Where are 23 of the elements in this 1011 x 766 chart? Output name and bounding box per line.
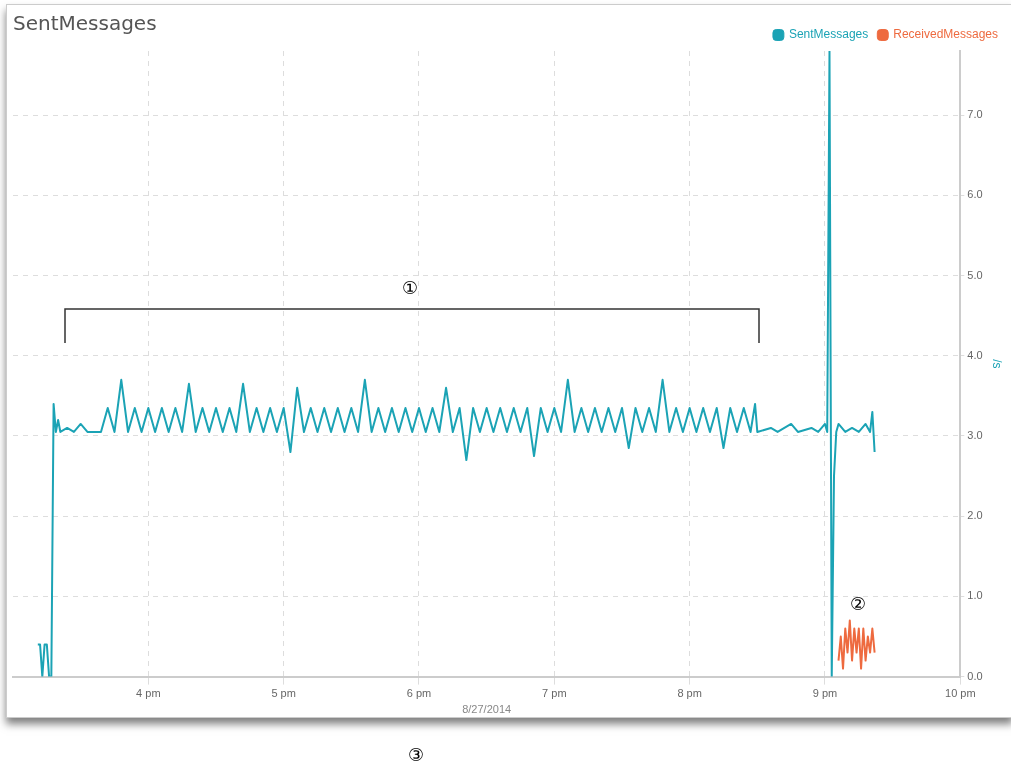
y-tick-label: 1.0 bbox=[967, 589, 983, 602]
x-axis-title: 8/27/2014 bbox=[462, 703, 512, 716]
x-tick-label: 4 pm bbox=[136, 687, 161, 700]
x-tick-label: 7 pm bbox=[542, 687, 567, 700]
x-tick-label: 10 pm bbox=[945, 687, 976, 700]
x-tick-label: 9 pm bbox=[812, 687, 838, 700]
x-tick-label: 8 pm bbox=[677, 687, 702, 700]
y-tick-label: 3.0 bbox=[967, 429, 983, 442]
legend-label: SentMessages bbox=[788, 27, 869, 42]
annotation: ② bbox=[850, 593, 867, 614]
x-tick-label: 6 pm bbox=[406, 687, 432, 700]
y-axis-title: /s bbox=[990, 359, 1005, 369]
y-tick-label: 0.0 bbox=[967, 669, 983, 682]
y-tick-label: 2.0 bbox=[967, 509, 983, 522]
y-tick-label: 6.0 bbox=[967, 188, 983, 201]
x-tick-label: 5 pm bbox=[271, 687, 296, 700]
y-tick-label: 5.0 bbox=[967, 268, 983, 281]
text: ③ bbox=[408, 744, 425, 765]
chart-title: SentMessages bbox=[13, 11, 157, 36]
y-tick-label: 4.0 bbox=[967, 348, 983, 361]
legend-label: ReceivedMessages bbox=[893, 27, 998, 42]
annotation: ① bbox=[402, 277, 419, 298]
y-tick-label: 7.0 bbox=[967, 108, 983, 121]
